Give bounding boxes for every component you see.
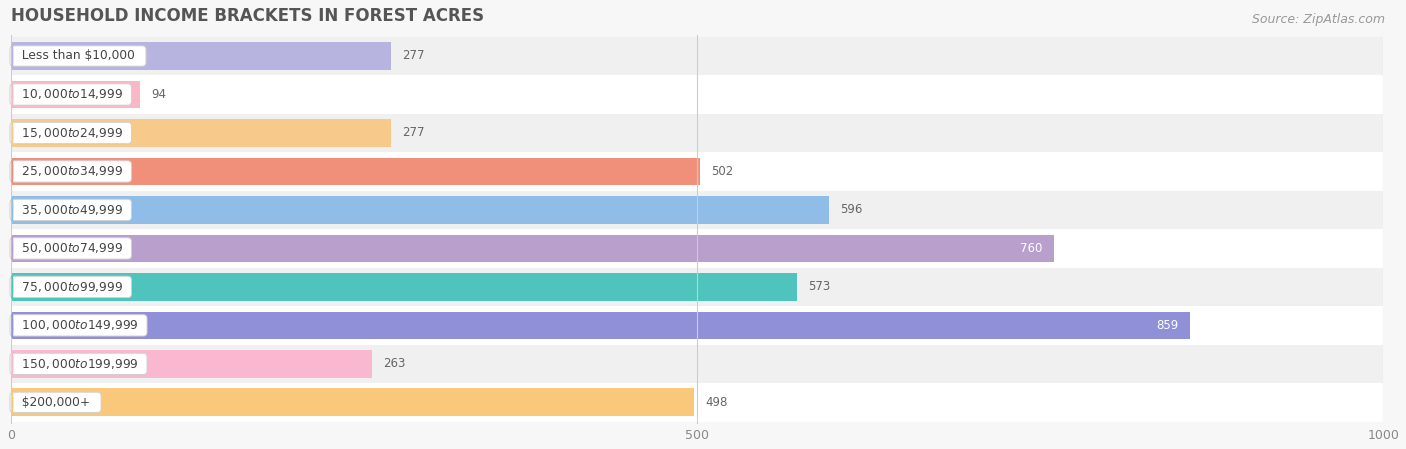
Bar — [11, 42, 391, 70]
Bar — [11, 37, 1384, 75]
Text: Source: ZipAtlas.com: Source: ZipAtlas.com — [1251, 13, 1385, 26]
Text: 573: 573 — [808, 280, 831, 293]
Text: $10,000 to $14,999: $10,000 to $14,999 — [14, 88, 128, 101]
Text: 277: 277 — [402, 49, 425, 62]
Text: HOUSEHOLD INCOME BRACKETS IN FOREST ACRES: HOUSEHOLD INCOME BRACKETS IN FOREST ACRE… — [11, 7, 484, 25]
Text: 94: 94 — [150, 88, 166, 101]
Bar — [11, 268, 1384, 306]
Text: 760: 760 — [1021, 242, 1043, 255]
Bar — [11, 119, 391, 147]
Bar — [11, 306, 1384, 345]
Bar — [11, 152, 1384, 191]
Bar — [11, 114, 1384, 152]
Text: 502: 502 — [711, 165, 733, 178]
Text: Less than $10,000: Less than $10,000 — [14, 49, 142, 62]
Text: $25,000 to $34,999: $25,000 to $34,999 — [14, 164, 128, 178]
Bar — [11, 158, 700, 185]
Text: 263: 263 — [382, 357, 405, 370]
Bar — [11, 196, 828, 224]
Bar — [11, 350, 371, 378]
Bar — [11, 345, 1384, 383]
Bar — [11, 234, 1053, 262]
Text: $100,000 to $149,999: $100,000 to $149,999 — [14, 318, 143, 332]
Text: $35,000 to $49,999: $35,000 to $49,999 — [14, 203, 128, 217]
Bar — [11, 388, 695, 416]
Text: $200,000+: $200,000+ — [14, 396, 97, 409]
Bar — [11, 229, 1384, 268]
Text: $150,000 to $199,999: $150,000 to $199,999 — [14, 357, 143, 371]
Text: $75,000 to $99,999: $75,000 to $99,999 — [14, 280, 128, 294]
Bar — [11, 383, 1384, 422]
Text: 277: 277 — [402, 127, 425, 140]
Text: $15,000 to $24,999: $15,000 to $24,999 — [14, 126, 128, 140]
Bar — [11, 273, 797, 301]
Bar — [11, 312, 1189, 339]
Text: $50,000 to $74,999: $50,000 to $74,999 — [14, 242, 128, 255]
Text: 498: 498 — [706, 396, 728, 409]
Bar — [11, 81, 141, 108]
Bar — [11, 75, 1384, 114]
Text: 859: 859 — [1156, 319, 1178, 332]
Text: 596: 596 — [839, 203, 862, 216]
Bar — [11, 191, 1384, 229]
